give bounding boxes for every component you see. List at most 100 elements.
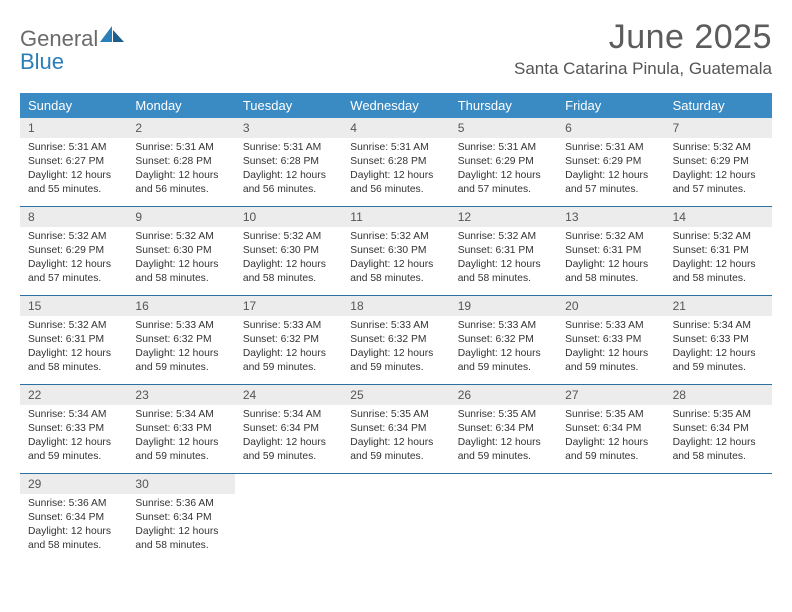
sunrise-line: Sunrise: 5:33 AM (458, 319, 549, 333)
sunset-line: Sunset: 6:33 PM (565, 333, 656, 347)
sunset-line: Sunset: 6:28 PM (243, 155, 334, 169)
daylight-line-1: Daylight: 12 hours (135, 436, 226, 450)
day-number: 5 (450, 118, 557, 138)
week-row: 1Sunrise: 5:31 AMSunset: 6:27 PMDaylight… (20, 118, 772, 207)
day-cell: 10Sunrise: 5:32 AMSunset: 6:30 PMDayligh… (235, 207, 342, 295)
day-cell: 6Sunrise: 5:31 AMSunset: 6:29 PMDaylight… (557, 118, 664, 206)
day-cell: 18Sunrise: 5:33 AMSunset: 6:32 PMDayligh… (342, 296, 449, 384)
daylight-line-2: and 57 minutes. (28, 272, 119, 286)
day-cell: 5Sunrise: 5:31 AMSunset: 6:29 PMDaylight… (450, 118, 557, 206)
day-details: Sunrise: 5:34 AMSunset: 6:33 PMDaylight:… (127, 405, 234, 470)
sunset-line: Sunset: 6:34 PM (565, 422, 656, 436)
sunrise-line: Sunrise: 5:36 AM (28, 497, 119, 511)
daylight-line-1: Daylight: 12 hours (458, 347, 549, 361)
sunset-line: Sunset: 6:31 PM (458, 244, 549, 258)
day-details: Sunrise: 5:32 AMSunset: 6:31 PMDaylight:… (557, 227, 664, 292)
daylight-line-2: and 56 minutes. (243, 183, 334, 197)
day-cell: 28Sunrise: 5:35 AMSunset: 6:34 PMDayligh… (665, 385, 772, 473)
weekday-wednesday: Wednesday (342, 93, 449, 118)
daylight-line-1: Daylight: 12 hours (673, 436, 764, 450)
day-details: Sunrise: 5:33 AMSunset: 6:32 PMDaylight:… (342, 316, 449, 381)
day-cell: 19Sunrise: 5:33 AMSunset: 6:32 PMDayligh… (450, 296, 557, 384)
weekday-header-row: Sunday Monday Tuesday Wednesday Thursday… (20, 93, 772, 118)
week-row: 8Sunrise: 5:32 AMSunset: 6:29 PMDaylight… (20, 207, 772, 296)
day-number: 14 (665, 207, 772, 227)
daylight-line-2: and 59 minutes. (458, 450, 549, 464)
month-title: June 2025 (514, 18, 772, 57)
day-cell (665, 474, 772, 562)
day-details: Sunrise: 5:36 AMSunset: 6:34 PMDaylight:… (20, 494, 127, 559)
day-details: Sunrise: 5:33 AMSunset: 6:32 PMDaylight:… (450, 316, 557, 381)
day-cell: 29Sunrise: 5:36 AMSunset: 6:34 PMDayligh… (20, 474, 127, 562)
daylight-line-2: and 57 minutes. (565, 183, 656, 197)
daylight-line-1: Daylight: 12 hours (135, 347, 226, 361)
day-number: 1 (20, 118, 127, 138)
day-number: 12 (450, 207, 557, 227)
day-cell: 26Sunrise: 5:35 AMSunset: 6:34 PMDayligh… (450, 385, 557, 473)
sunrise-line: Sunrise: 5:32 AM (673, 141, 764, 155)
sunset-line: Sunset: 6:28 PM (135, 155, 226, 169)
day-number: 29 (20, 474, 127, 494)
day-cell: 7Sunrise: 5:32 AMSunset: 6:29 PMDaylight… (665, 118, 772, 206)
day-number: 26 (450, 385, 557, 405)
day-cell: 15 Sunrise: 5:32 AMSunset: 6:31 PMDayligh… (20, 296, 127, 384)
day-details: Sunrise: 5:35 AMSunset: 6:34 PMDaylight:… (450, 405, 557, 470)
sunset-line: Sunset: 6:28 PM (350, 155, 441, 169)
sunrise-line: Sunrise: 5:31 AM (28, 141, 119, 155)
sunset-line: Sunset: 6:29 PM (673, 155, 764, 169)
day-number: 8 (20, 207, 127, 227)
day-details: Sunrise: 5:35 AMSunset: 6:34 PMDaylight:… (342, 405, 449, 470)
day-number: 11 (342, 207, 449, 227)
weekday-saturday: Saturday (665, 93, 772, 118)
daylight-line-2: and 55 minutes. (28, 183, 119, 197)
day-details: Sunrise: 5:33 AMSunset: 6:32 PMDaylight:… (235, 316, 342, 381)
day-number: 3 (235, 118, 342, 138)
day-cell: 8Sunrise: 5:32 AMSunset: 6:29 PMDaylight… (20, 207, 127, 295)
day-cell: 9Sunrise: 5:32 AMSunset: 6:30 PMDaylight… (127, 207, 234, 295)
daylight-line-2: and 58 minutes. (565, 272, 656, 286)
sunset-line: Sunset: 6:34 PM (135, 511, 226, 525)
weekday-monday: Monday (127, 93, 234, 118)
day-cell (342, 474, 449, 562)
daylight-line-2: and 59 minutes. (243, 361, 334, 375)
sunset-line: Sunset: 6:34 PM (350, 422, 441, 436)
day-number: 23 (127, 385, 234, 405)
day-number: 2 (127, 118, 234, 138)
sunset-line: Sunset: 6:30 PM (135, 244, 226, 258)
day-details: Sunrise: 5:32 AMSunset: 6:29 PMDaylight:… (665, 138, 772, 203)
daylight-line-1: Daylight: 12 hours (458, 169, 549, 183)
day-number: 9 (127, 207, 234, 227)
day-details: Sunrise: 5:31 AMSunset: 6:28 PMDaylight:… (235, 138, 342, 203)
sunrise-line: Sunrise: 5:33 AM (565, 319, 656, 333)
sunset-line: Sunset: 6:33 PM (673, 333, 764, 347)
daylight-line-2: and 59 minutes. (135, 361, 226, 375)
day-details: Sunrise: 5:32 AMSunset: 6:29 PMDaylight:… (20, 227, 127, 292)
day-cell: 21Sunrise: 5:34 AMSunset: 6:33 PMDayligh… (665, 296, 772, 384)
daylight-line-1: Daylight: 12 hours (28, 347, 119, 361)
day-number: 21 (665, 296, 772, 316)
day-details: Sunrise: 5:32 AMSunset: 6:31 PMDaylight:… (450, 227, 557, 292)
daylight-line-2: and 58 minutes. (243, 272, 334, 286)
sunrise-line: Sunrise: 5:32 AM (28, 230, 119, 244)
daylight-line-1: Daylight: 12 hours (565, 169, 656, 183)
sunrise-line: Sunrise: 5:32 AM (28, 319, 119, 333)
header: General Blue June 2025 Santa Catarina Pi… (20, 18, 772, 79)
sunrise-line: Sunrise: 5:32 AM (350, 230, 441, 244)
sunset-line: Sunset: 6:30 PM (243, 244, 334, 258)
calendar: Sunday Monday Tuesday Wednesday Thursday… (20, 93, 772, 562)
daylight-line-2: and 58 minutes. (673, 450, 764, 464)
day-cell: 22Sunrise: 5:34 AMSunset: 6:33 PMDayligh… (20, 385, 127, 473)
daylight-line-1: Daylight: 12 hours (565, 258, 656, 272)
day-number: 15 (20, 296, 127, 316)
day-cell (450, 474, 557, 562)
day-number: 22 (20, 385, 127, 405)
daylight-line-1: Daylight: 12 hours (673, 347, 764, 361)
sunrise-line: Sunrise: 5:34 AM (28, 408, 119, 422)
weekday-tuesday: Tuesday (235, 93, 342, 118)
day-cell: 2Sunrise: 5:31 AMSunset: 6:28 PMDaylight… (127, 118, 234, 206)
daylight-line-1: Daylight: 12 hours (673, 258, 764, 272)
sunset-line: Sunset: 6:31 PM (28, 333, 119, 347)
daylight-line-1: Daylight: 12 hours (350, 347, 441, 361)
day-number: 10 (235, 207, 342, 227)
logo-word-general: General (20, 26, 98, 51)
